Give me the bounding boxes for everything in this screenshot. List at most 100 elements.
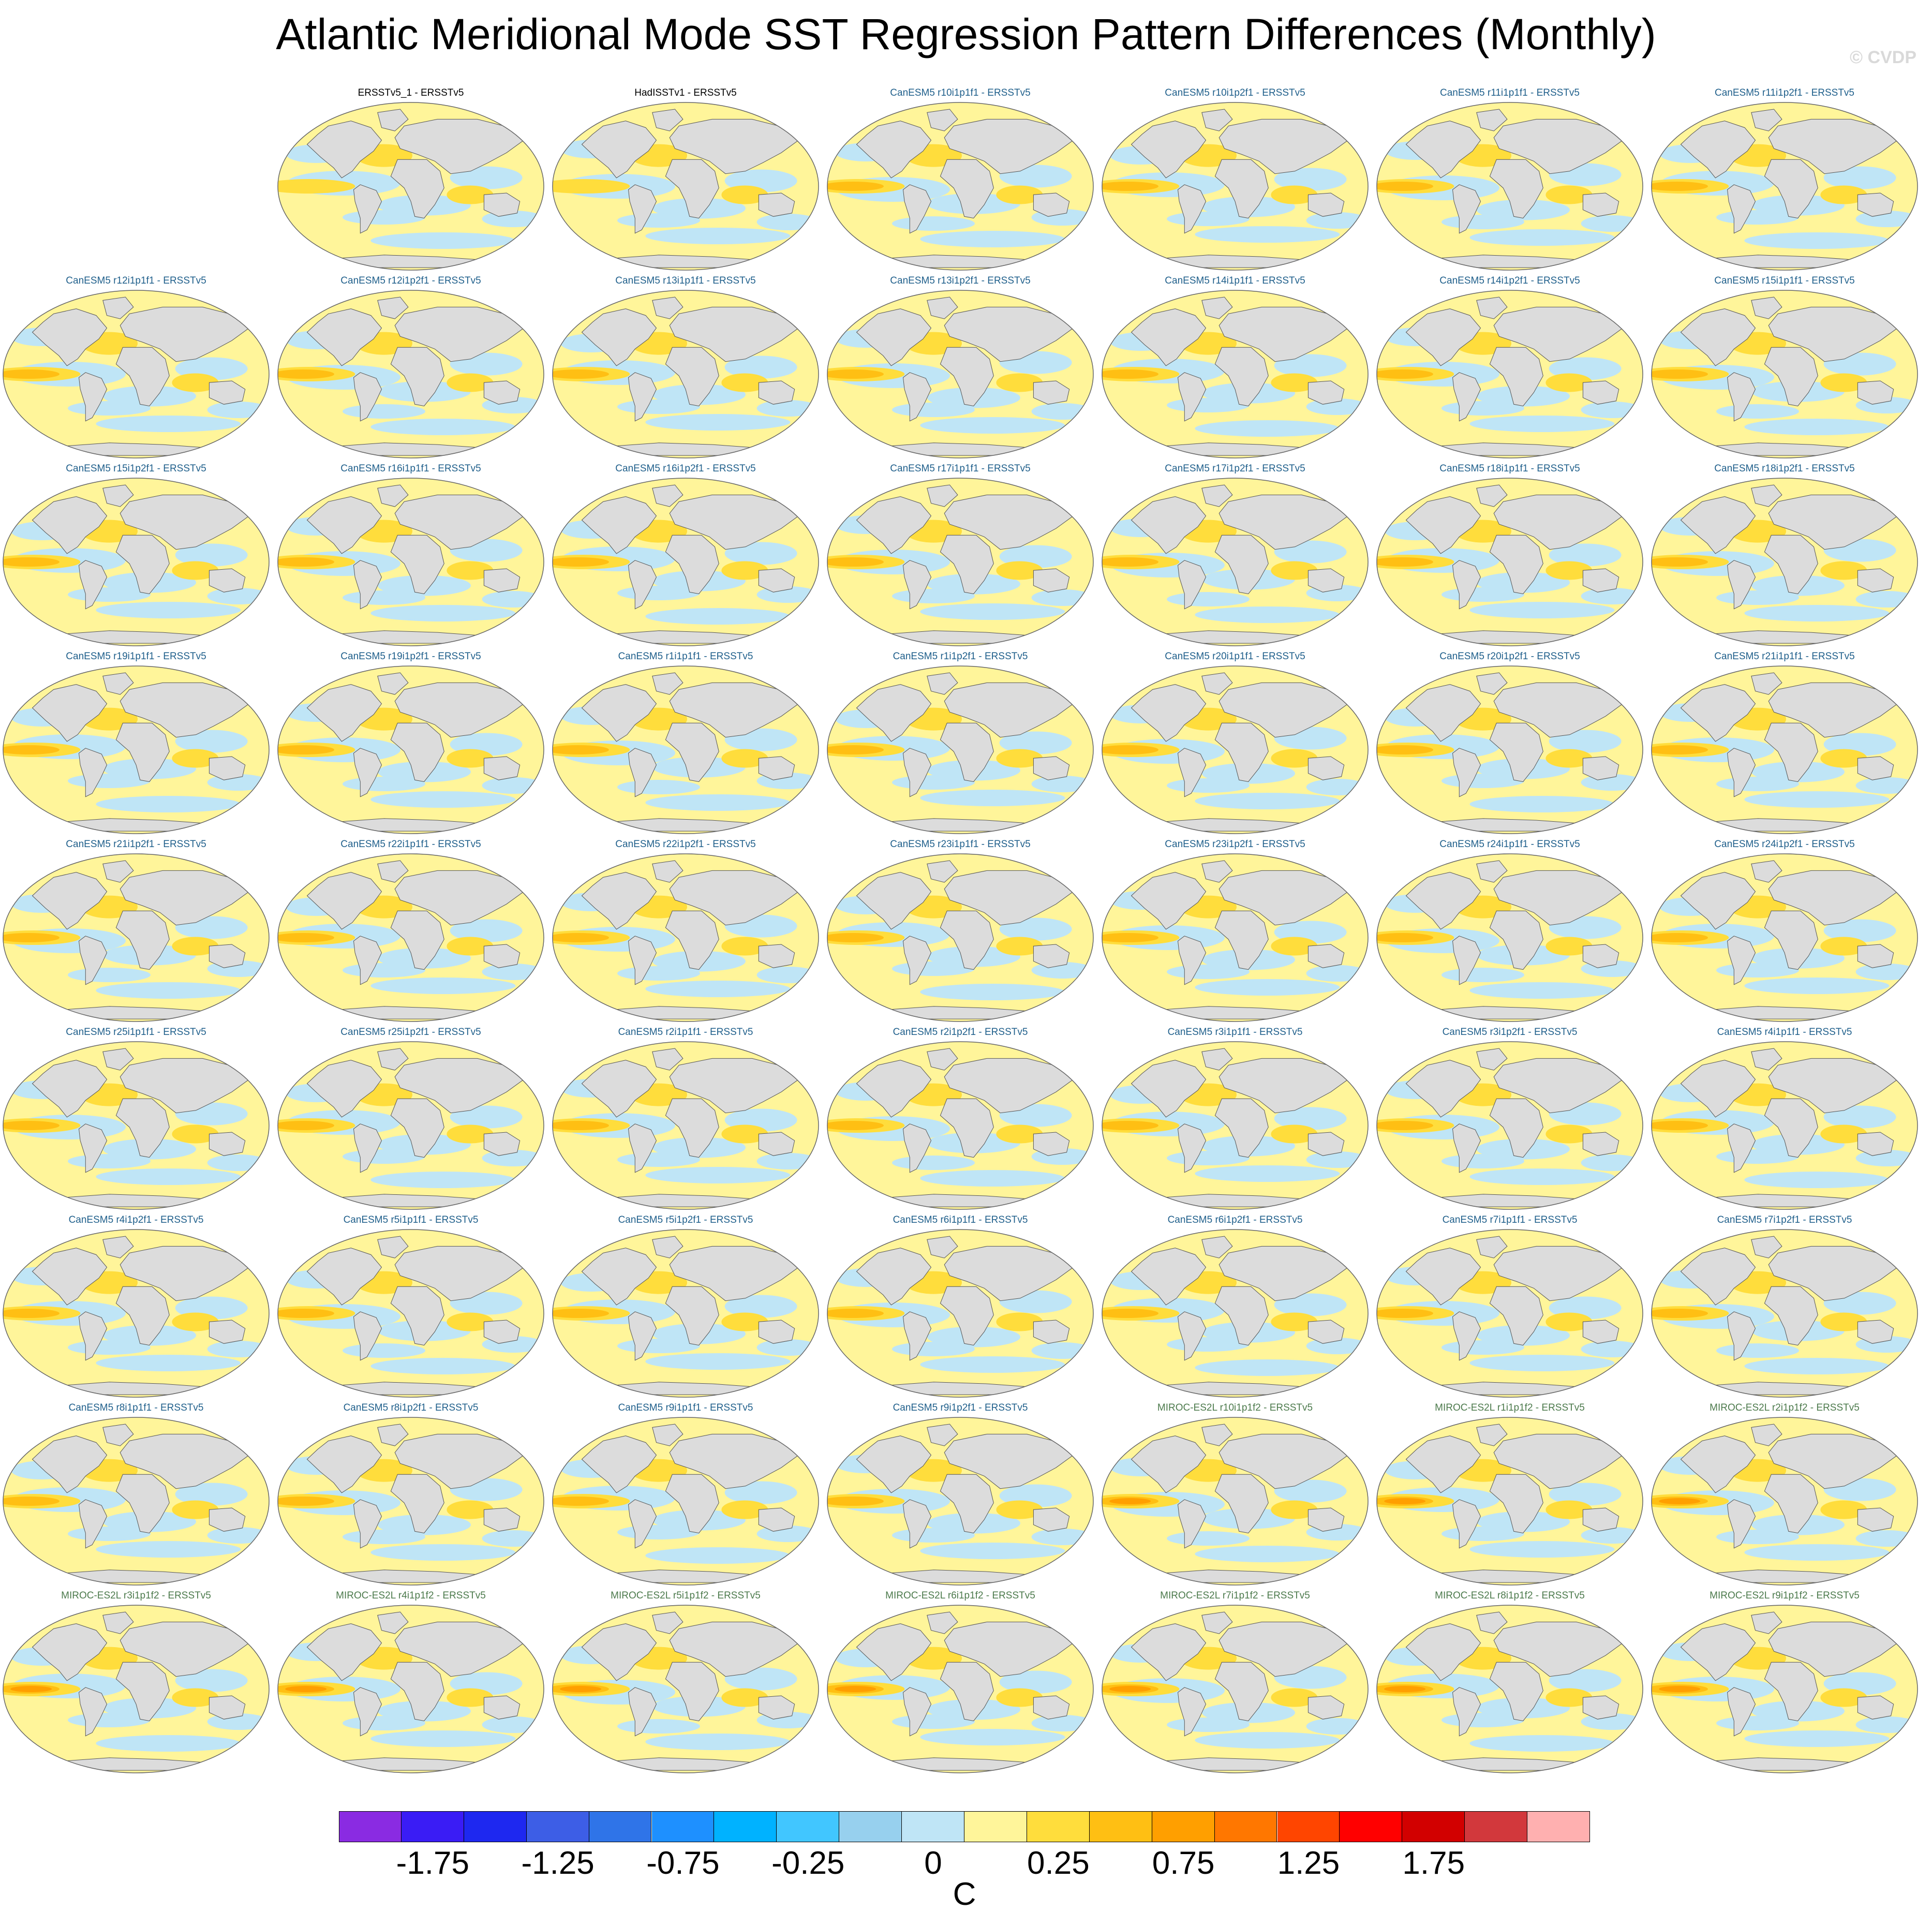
continent-africa — [1489, 347, 1543, 407]
continent-south-america — [628, 748, 657, 797]
continent-north-america — [581, 1435, 657, 1493]
continent-africa — [940, 1662, 994, 1722]
map-panel: CanESM5 r11i1p2f1 - ERSSTv5 — [1650, 85, 1919, 274]
continent-eurasia — [1768, 1433, 1898, 1489]
sst-difference-map — [1102, 853, 1369, 1022]
continent-africa — [665, 722, 719, 782]
continent-africa — [390, 910, 444, 970]
colorbar-tick-label: 0.25 — [1027, 1845, 1090, 1881]
continent-south-america — [628, 1499, 657, 1549]
sst-difference-map — [1102, 1417, 1369, 1586]
continent-greenland — [102, 1424, 134, 1446]
map-panel: CanESM5 r21i1p1f1 - ERSSTv5 — [1650, 649, 1919, 837]
continent-australia — [758, 1507, 795, 1532]
continent-greenland — [652, 860, 683, 883]
continent-eurasia — [1768, 1621, 1898, 1677]
sst-difference-map — [1376, 1229, 1643, 1398]
continent-south-america — [1177, 1499, 1207, 1549]
continent-south-america — [353, 372, 382, 422]
panel-label: MIROC-ES2L r4i1p1f2 - ERSSTv5 — [336, 1590, 486, 1601]
continent-eurasia — [394, 119, 525, 174]
continent-africa — [390, 535, 444, 595]
continent-eurasia — [1218, 494, 1349, 550]
continent-south-america — [1727, 184, 1756, 234]
continent-eurasia — [669, 1433, 799, 1489]
continent-south-america — [902, 1687, 932, 1737]
continent-north-america — [581, 872, 657, 930]
sst-difference-map — [3, 1417, 270, 1586]
map-panel: CanESM5 r17i1p2f1 - ERSSTv5 — [1101, 461, 1370, 649]
continent-greenland — [927, 297, 958, 319]
continent-australia — [1582, 192, 1619, 217]
continent-greenland — [1201, 484, 1233, 507]
continent-greenland — [652, 1424, 683, 1446]
colorbar-frame — [339, 1811, 1590, 1842]
continent-africa — [390, 347, 444, 407]
panel-label: MIROC-ES2L r1i1p1f2 - ERSSTv5 — [1435, 1402, 1585, 1413]
continent-greenland — [1751, 1048, 1782, 1071]
continent-south-america — [902, 560, 932, 610]
continent-greenland — [1201, 297, 1233, 319]
continent-africa — [115, 722, 170, 782]
panel-label: CanESM5 r15i1p1f1 - ERSSTv5 — [1714, 275, 1855, 286]
sst-difference-map — [1651, 665, 1918, 834]
map-panel: MIROC-ES2L r6i1p1f2 - ERSSTv5 — [826, 1588, 1095, 1776]
panel-label: CanESM5 r7i1p1f1 - ERSSTv5 — [1442, 1215, 1578, 1225]
panel-label: CanESM5 r24i1p2f1 - ERSSTv5 — [1714, 839, 1855, 850]
figure-title: Atlantic Meridional Mode SST Regression … — [276, 10, 1656, 58]
continent-south-america — [1177, 1311, 1207, 1361]
continent-eurasia — [1218, 870, 1349, 926]
continent-africa — [390, 159, 444, 219]
continent-eurasia — [120, 306, 250, 362]
continent-australia — [758, 380, 795, 405]
panel-label: CanESM5 r17i1p2f1 - ERSSTv5 — [1165, 463, 1305, 474]
panel-label: CanESM5 r19i1p1f1 - ERSSTv5 — [66, 651, 206, 662]
continent-australia — [483, 568, 521, 593]
continent-south-america — [1177, 560, 1207, 610]
continent-australia — [209, 756, 246, 780]
continent-eurasia — [1768, 494, 1898, 550]
continent-greenland — [377, 672, 409, 695]
continent-australia — [1857, 1507, 1894, 1532]
map-panel: CanESM5 r4i1p1f1 - ERSSTv5 — [1650, 1025, 1919, 1213]
panel-label: CanESM5 r4i1p1f1 - ERSSTv5 — [1717, 1027, 1852, 1038]
continent-north-america — [306, 496, 382, 554]
continent-greenland — [652, 1236, 683, 1258]
map-panel: CanESM5 r1i1p1f1 - ERSSTv5 — [551, 649, 820, 837]
continent-greenland — [1476, 484, 1508, 507]
continent-africa — [1764, 159, 1818, 219]
continent-south-america — [1452, 372, 1481, 422]
continent-africa — [1489, 535, 1543, 595]
colorbar-swatch — [1277, 1811, 1340, 1842]
map-panel: ERSSTv5_1 - ERSSTv5 — [276, 85, 545, 274]
continent-south-america — [628, 1123, 657, 1173]
sst-difference-map — [3, 290, 270, 458]
continent-south-america — [1727, 372, 1756, 422]
continent-greenland — [1201, 1236, 1233, 1258]
panel-label: CanESM5 r3i1p1f1 - ERSSTv5 — [1167, 1027, 1303, 1038]
continent-africa — [1489, 1474, 1543, 1534]
panel-label: ERSSTv5_1 - ERSSTv5 — [358, 87, 464, 98]
continent-greenland — [1476, 1048, 1508, 1071]
continent-australia — [1857, 944, 1894, 968]
continent-eurasia — [394, 1433, 525, 1489]
continent-north-america — [32, 1060, 108, 1118]
continent-greenland — [102, 1236, 134, 1258]
panel-label: CanESM5 r13i1p2f1 - ERSSTv5 — [890, 275, 1031, 286]
continent-greenland — [652, 672, 683, 695]
continent-eurasia — [394, 1621, 525, 1677]
continent-eurasia — [944, 1621, 1074, 1677]
colorbar-swatch — [589, 1811, 652, 1842]
continent-africa — [1489, 1662, 1543, 1722]
continent-australia — [758, 756, 795, 780]
continent-south-america — [353, 184, 382, 234]
map-panel: CanESM5 r7i1p1f1 - ERSSTv5 — [1375, 1212, 1644, 1401]
colorbar-tick-label: 1.75 — [1402, 1845, 1465, 1881]
continent-north-america — [1131, 496, 1207, 554]
sst-difference-map — [827, 1229, 1094, 1398]
continent-australia — [209, 1507, 246, 1532]
continent-south-america — [353, 1123, 382, 1173]
continent-north-america — [856, 684, 932, 742]
continent-eurasia — [669, 306, 799, 362]
panel-label: CanESM5 r20i1p1f1 - ERSSTv5 — [1165, 651, 1305, 662]
